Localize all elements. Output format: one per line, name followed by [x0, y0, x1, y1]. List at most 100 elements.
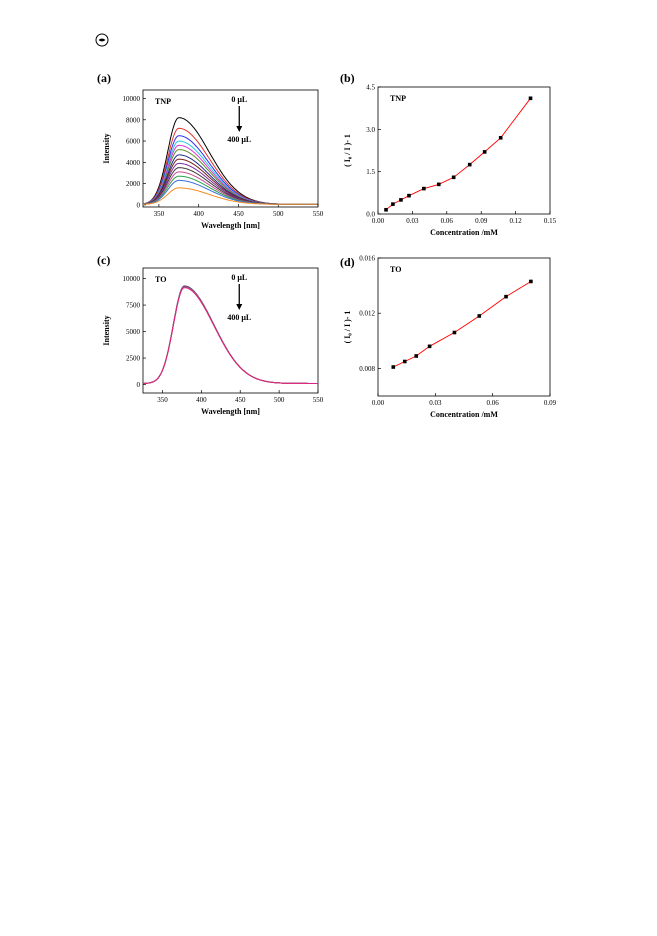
data-point — [391, 202, 395, 206]
annotation-label: TO — [155, 275, 166, 284]
chart-panel-d: 0.00 0.03 0.06 0.09 0.008 0.012 0.016 Concentra… — [340, 255, 557, 419]
y-tick-label: 10000 — [123, 95, 141, 103]
fit-line — [393, 281, 532, 368]
x-tick-label: 450 — [233, 210, 244, 218]
x-tick-label: 350 — [154, 210, 165, 218]
plot-frame — [142, 267, 319, 394]
data-point — [504, 294, 508, 299]
y-tick-label: 2000 — [126, 180, 141, 188]
x-tick-label: 0.03 — [429, 399, 442, 407]
data-point — [498, 136, 503, 140]
circled-logo-icon — [95, 33, 109, 47]
data-point — [477, 314, 482, 318]
y-tick-label: 2500 — [126, 355, 141, 363]
y-tick-label: 0.016 — [359, 255, 375, 263]
series-line-1 — [143, 285, 318, 384]
y-tick-label: 0 — [137, 381, 141, 389]
data-point — [528, 96, 533, 101]
data-point — [436, 182, 441, 187]
data-point — [407, 193, 411, 198]
annotation-label: TNP — [390, 94, 406, 103]
y-tick-label: 7500 — [126, 302, 141, 310]
direction-arrow-head — [236, 126, 243, 132]
y-tick-label: 3.0 — [366, 126, 375, 134]
x-tick-label: 0.06 — [487, 399, 500, 407]
series-line-3 — [143, 286, 318, 384]
arrow-top-label: 0 μL — [231, 95, 247, 104]
data-point — [529, 279, 533, 284]
x-tick-label: 500 — [274, 396, 285, 404]
y-axis-label: Intensity — [102, 315, 111, 345]
direction-arrow-head — [236, 304, 243, 310]
y-tick-label: 4.5 — [366, 84, 375, 92]
x-tick-label: 0.15 — [544, 217, 557, 225]
panel-label: (c) — [97, 255, 110, 267]
data-point — [402, 359, 407, 364]
y-tick-label: 0.008 — [359, 365, 375, 373]
panel-label: (a) — [97, 71, 111, 85]
x-tick-label: 0.06 — [441, 217, 454, 225]
fit-line — [385, 98, 531, 211]
y-tick-label: 10000 — [123, 275, 141, 283]
y-tick-label: 0.012 — [359, 310, 375, 318]
y-axis-label: ( I₀ / I )- 1 — [343, 311, 352, 344]
series-line-2 — [143, 285, 318, 384]
y-axis-label: Intensity — [102, 133, 111, 163]
arrow-top-label: 0 μL — [231, 273, 247, 282]
data-point — [384, 207, 388, 212]
x-tick-label: 400 — [193, 210, 204, 218]
series-line-8 — [143, 286, 318, 384]
x-tick-label: 0.09 — [475, 217, 488, 225]
series-line-9 — [143, 287, 318, 384]
x-tick-label: 350 — [157, 396, 168, 404]
data-point — [451, 175, 456, 180]
arrow-bottom-label: 400 μL — [227, 135, 251, 144]
annotation-label: TO — [390, 265, 401, 274]
y-tick-label: 1.5 — [366, 168, 375, 176]
x-axis-label: Wavelength [nm] — [201, 407, 260, 416]
series-line-6 — [143, 286, 318, 384]
x-axis-label: Concentration /mM — [430, 228, 498, 237]
x-tick-label: 550 — [313, 396, 324, 404]
data-point — [399, 198, 403, 202]
series-line-4 — [143, 286, 318, 384]
series-line-7 — [143, 286, 318, 384]
data-point — [391, 365, 396, 369]
panel-label: (d) — [340, 255, 355, 269]
y-tick-label: 0.0 — [366, 211, 375, 219]
y-tick-label: 0 — [137, 201, 141, 209]
y-tick-label: 4000 — [126, 159, 141, 167]
y-tick-label: 5000 — [126, 328, 141, 336]
series-line-14 — [143, 187, 318, 205]
data-point — [427, 344, 432, 349]
data-point — [482, 150, 487, 154]
x-axis-label: Concentration /mM — [430, 410, 498, 419]
y-tick-label: 6000 — [126, 138, 141, 146]
data-point — [452, 330, 457, 335]
data-point — [422, 186, 426, 191]
chart-panel-a: 350 400 450 500 550 0 2000 4000 6000 8000 10000 Wav… — [97, 71, 324, 230]
plot-frame — [377, 257, 551, 397]
plot-frame — [377, 86, 551, 215]
x-tick-label: 400 — [196, 396, 207, 404]
x-tick-label: 450 — [235, 396, 246, 404]
data-point — [414, 354, 419, 358]
x-axis-label: Wavelength [nm] — [201, 221, 260, 230]
chart-panel-c: 350 400 450 500 550 0 2500 5000 7500 10000 Wavelen… — [97, 255, 324, 416]
panel-label: (b) — [340, 71, 355, 85]
x-tick-label: 0.12 — [509, 217, 522, 225]
x-tick-label: 0.03 — [406, 217, 419, 225]
x-tick-label: 0.09 — [544, 399, 557, 407]
data-point — [467, 162, 472, 167]
y-axis-label: ( I₀ / I )- 1 — [343, 134, 352, 167]
x-tick-label: 500 — [273, 210, 284, 218]
x-tick-label: 550 — [313, 210, 324, 218]
chart-panel-b: 0.00 0.03 0.06 0.09 0.12 0.15 0.0 1.5 3.0 4.5 Conc… — [340, 71, 557, 237]
x-tick-label: 0.00 — [372, 399, 385, 407]
x-tick-label: 0.00 — [372, 217, 385, 225]
plot-frame — [142, 89, 319, 208]
y-tick-label: 8000 — [126, 116, 141, 124]
annotation-label: TNP — [155, 97, 171, 106]
arrow-bottom-label: 400 μL — [227, 313, 251, 322]
series-line-5 — [143, 286, 318, 384]
